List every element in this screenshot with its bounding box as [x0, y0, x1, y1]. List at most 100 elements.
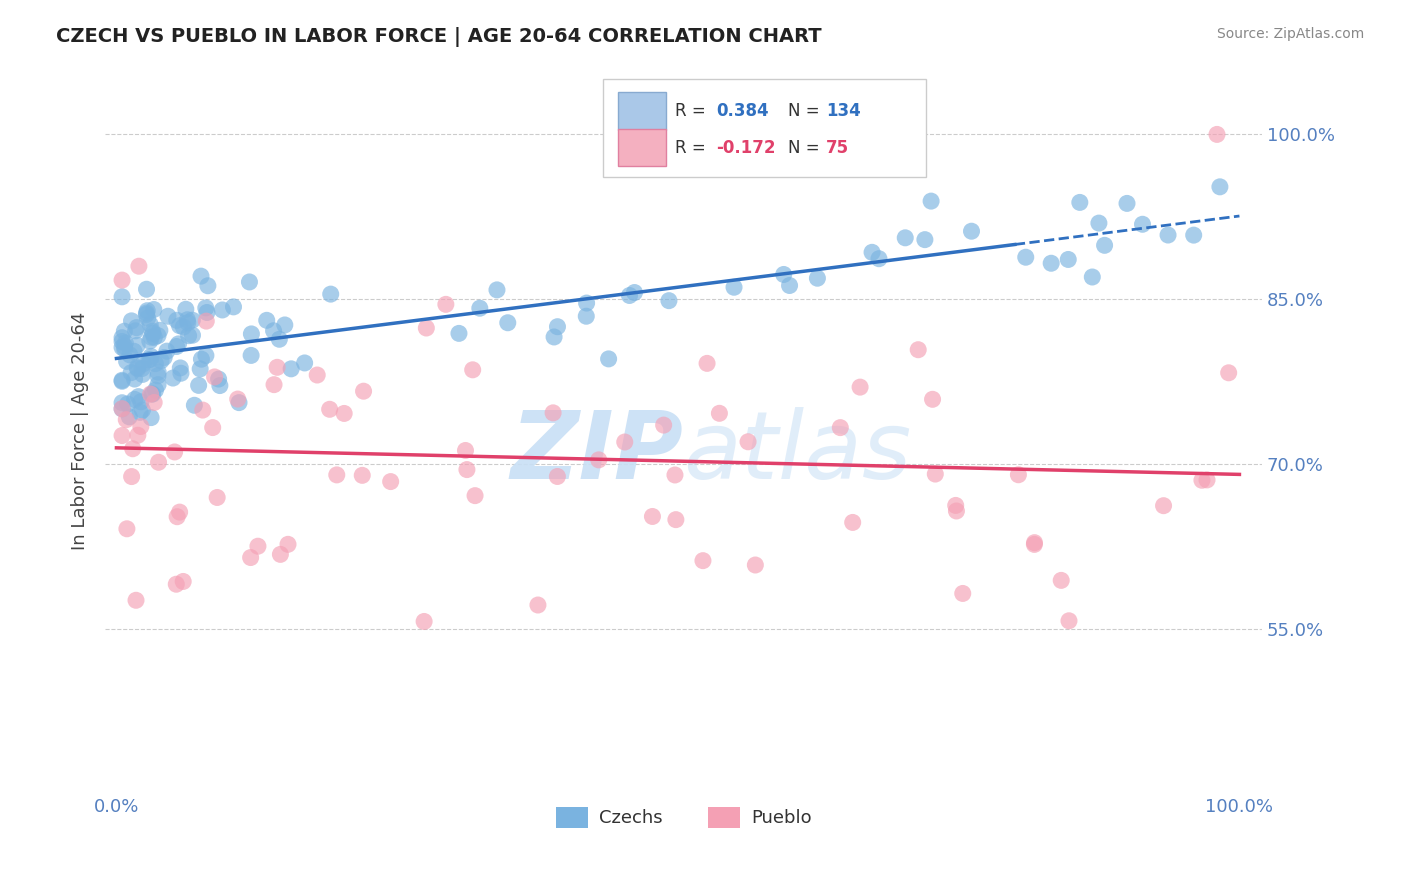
Point — [146, 365, 169, 379]
Point — [641, 509, 664, 524]
Point — [1069, 195, 1091, 210]
Point — [166, 339, 188, 353]
Point — [527, 598, 550, 612]
Text: CZECH VS PUEBLO IN LABOR FORCE | AGE 20-64 CORRELATION CHART: CZECH VS PUEBLO IN LABOR FORCE | AGE 20-… — [56, 27, 823, 46]
Point — [841, 516, 863, 530]
Point — [222, 300, 245, 314]
Point — [352, 468, 374, 483]
Point — [118, 409, 141, 424]
Point — [139, 334, 162, 348]
Point — [238, 275, 260, 289]
Point — [195, 314, 218, 328]
Point — [1081, 270, 1104, 285]
Point — [1007, 467, 1029, 482]
Point — [543, 330, 565, 344]
Point — [454, 443, 477, 458]
Point — [139, 350, 162, 364]
Point — [1040, 256, 1063, 270]
Text: -0.172: -0.172 — [716, 138, 776, 156]
Point — [131, 361, 153, 376]
Point — [920, 194, 942, 208]
Point — [127, 361, 149, 376]
Point — [924, 467, 946, 481]
Point — [240, 326, 263, 341]
Point — [239, 550, 262, 565]
Point — [148, 455, 170, 469]
Point — [201, 420, 224, 434]
Point — [779, 278, 801, 293]
Point — [172, 574, 194, 589]
Point — [907, 343, 929, 357]
Point — [546, 319, 568, 334]
Point — [228, 395, 250, 409]
Point — [333, 407, 356, 421]
Y-axis label: In Labor Force | Age 20-64: In Labor Force | Age 20-64 — [72, 312, 89, 550]
Point — [125, 593, 148, 607]
Point — [277, 537, 299, 551]
Point — [127, 360, 149, 375]
Point — [737, 434, 759, 449]
Point — [204, 370, 226, 384]
Point — [211, 302, 233, 317]
Point — [127, 428, 149, 442]
Point — [744, 558, 766, 572]
Point — [1116, 196, 1139, 211]
Point — [146, 328, 169, 343]
Point — [150, 353, 173, 368]
Text: N =: N = — [787, 138, 820, 156]
Point — [197, 278, 219, 293]
Point — [141, 324, 163, 338]
Point — [188, 362, 211, 376]
Point — [120, 366, 142, 380]
Point — [181, 313, 204, 327]
Text: R =: R = — [675, 138, 706, 156]
Point — [658, 293, 681, 308]
Point — [163, 445, 186, 459]
Point — [153, 351, 176, 365]
Point — [143, 357, 166, 371]
Point — [723, 280, 745, 294]
Point — [122, 344, 145, 359]
Point — [307, 368, 329, 382]
Point — [124, 372, 146, 386]
Point — [294, 356, 316, 370]
Point — [709, 406, 731, 420]
Point — [118, 348, 141, 362]
Point — [156, 344, 179, 359]
Point — [136, 303, 159, 318]
Point — [447, 326, 470, 341]
Point — [485, 283, 508, 297]
Legend: Czechs, Pueblo: Czechs, Pueblo — [548, 800, 818, 835]
Point — [921, 392, 943, 407]
Point — [169, 360, 191, 375]
Point — [1024, 535, 1046, 549]
Point — [111, 373, 134, 387]
Point — [111, 395, 134, 409]
Point — [141, 330, 163, 344]
Point — [208, 378, 231, 392]
Point — [124, 392, 146, 407]
Point — [135, 308, 157, 322]
Point — [207, 372, 229, 386]
Point — [652, 418, 675, 433]
Point — [1057, 252, 1080, 267]
Point — [575, 296, 598, 310]
Point — [830, 420, 852, 434]
Point — [575, 310, 598, 324]
Point — [176, 312, 198, 326]
Point — [174, 302, 197, 317]
Point — [138, 352, 160, 367]
Point — [240, 348, 263, 362]
Point — [619, 288, 641, 302]
Point — [149, 323, 172, 337]
Point — [353, 384, 375, 399]
Point — [114, 339, 136, 353]
Point — [456, 462, 478, 476]
Text: 134: 134 — [825, 103, 860, 120]
Point — [139, 352, 162, 367]
Point — [115, 412, 138, 426]
Point — [111, 331, 134, 345]
Point — [139, 318, 162, 332]
Point — [121, 469, 143, 483]
Point — [191, 403, 214, 417]
